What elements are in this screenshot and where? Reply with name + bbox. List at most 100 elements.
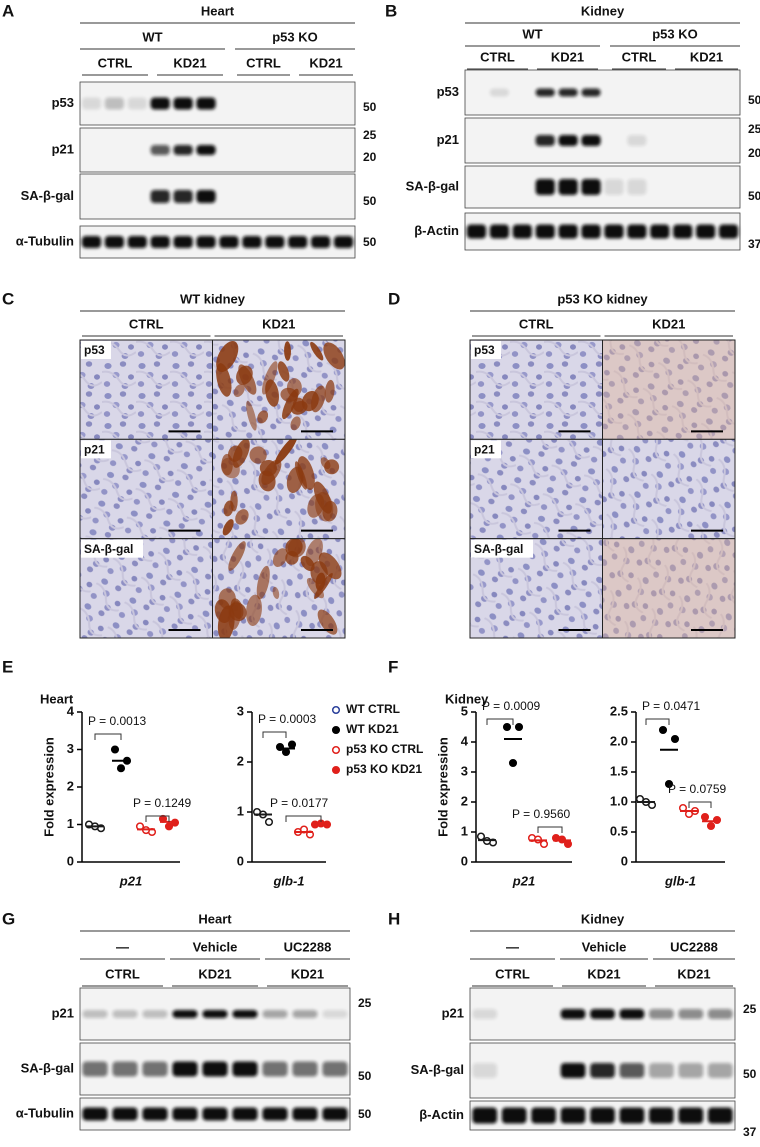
legend-label: WT KD21 xyxy=(346,722,399,736)
panel-title: Heart xyxy=(201,3,235,18)
blot-band xyxy=(262,1107,288,1121)
blot-band xyxy=(142,1061,168,1077)
blot-band xyxy=(104,236,124,248)
micrograph-row-label: p21 xyxy=(474,443,495,457)
blot-band xyxy=(322,1061,348,1077)
blot-band xyxy=(501,1107,527,1124)
blot-band xyxy=(535,135,555,146)
data-point xyxy=(539,839,549,849)
blot-band xyxy=(173,190,193,203)
tissue xyxy=(602,439,735,539)
legend-marker xyxy=(331,705,341,715)
stain xyxy=(272,548,288,567)
blot-band xyxy=(265,236,285,248)
tissue xyxy=(470,439,603,539)
group-label: Vehicle xyxy=(193,939,238,954)
blot-band xyxy=(560,1063,586,1078)
mw-marker: 50 xyxy=(748,189,760,203)
stain xyxy=(286,466,304,493)
blot-band xyxy=(173,97,193,110)
p-value: P = 0.1249 xyxy=(133,796,191,810)
mw-marker: 37 xyxy=(743,1125,757,1139)
condition-label: KD21 xyxy=(173,55,206,70)
blot-band xyxy=(581,179,601,195)
legend-label: p53 KO CTRL xyxy=(346,742,423,756)
blot-band xyxy=(673,224,693,239)
micrograph xyxy=(212,339,346,440)
bracket xyxy=(645,718,670,725)
data-point xyxy=(658,725,668,735)
data-point xyxy=(700,812,710,822)
panel-title: Kidney xyxy=(581,911,625,926)
legend-label: p53 KO KD21 xyxy=(346,762,422,776)
stain xyxy=(223,500,234,517)
group-label: UC2288 xyxy=(670,939,718,954)
stain xyxy=(284,341,291,361)
blot-row-label: β-Actin xyxy=(414,223,459,238)
blot-band xyxy=(173,236,193,248)
blot-strip xyxy=(79,127,356,173)
stain xyxy=(261,459,282,485)
blot-band xyxy=(81,97,102,110)
micrograph xyxy=(602,339,736,440)
data-point xyxy=(712,815,722,825)
blot-band xyxy=(649,1063,674,1078)
y-tick-label: 0 xyxy=(621,853,628,868)
blot-band xyxy=(590,1063,615,1078)
blot-band xyxy=(531,1107,556,1124)
panel-title: Kidney xyxy=(581,3,625,18)
tissue xyxy=(470,538,603,639)
p-value: P = 0.0009 xyxy=(482,699,540,713)
blot-band xyxy=(333,236,354,248)
legend-marker xyxy=(331,765,341,775)
blot-band xyxy=(150,97,170,110)
panel-letter: B xyxy=(385,1,397,20)
blot-band xyxy=(196,190,216,203)
blot-row-label: α-Tubulin xyxy=(16,1105,74,1120)
blot-band xyxy=(127,236,147,248)
blot-band xyxy=(196,236,216,248)
group-label: p53 KO xyxy=(652,26,698,41)
blot-band xyxy=(649,1009,674,1019)
micrograph xyxy=(602,538,736,639)
blot-band xyxy=(196,145,216,155)
blot-band xyxy=(472,1107,498,1124)
blot-band xyxy=(232,1010,258,1018)
tissue xyxy=(602,538,735,639)
mw-marker: 50 xyxy=(358,1069,372,1083)
mw-marker: 50 xyxy=(363,194,377,208)
stain xyxy=(233,384,245,397)
chart-title: Kidney xyxy=(445,691,489,706)
panel-letter: D xyxy=(388,289,400,308)
micrograph-row-label: p53 xyxy=(474,343,495,357)
blot-band xyxy=(202,1061,228,1077)
blot-band xyxy=(604,224,624,239)
tissue xyxy=(80,538,213,639)
stain xyxy=(285,550,299,565)
y-tick-label: 0.5 xyxy=(610,823,628,838)
panel-letter: H xyxy=(388,909,400,928)
data-point xyxy=(116,764,126,773)
row-label-box xyxy=(471,341,501,359)
stain-tint xyxy=(602,340,735,440)
condition-label: CTRL xyxy=(246,55,281,70)
y-tick-label: 1 xyxy=(237,803,244,818)
mw-marker: 25 xyxy=(363,128,377,142)
blot-strip xyxy=(464,117,741,164)
blot-row-label: SA-β-gal xyxy=(411,1062,464,1077)
mw-marker: 50 xyxy=(748,93,760,107)
blot-band xyxy=(535,88,555,97)
mw-marker: 50 xyxy=(363,100,377,114)
blot-row-label: β-Actin xyxy=(419,1107,464,1122)
y-tick-label: 0 xyxy=(237,853,244,868)
y-tick-label: 2 xyxy=(237,753,244,768)
stain-tint xyxy=(602,538,735,638)
blot-band xyxy=(466,224,487,239)
blot-row-label: SA-β-gal xyxy=(21,188,74,203)
blot-band xyxy=(619,1009,645,1019)
stain xyxy=(221,453,233,476)
blot-band xyxy=(627,224,647,239)
blot-strip xyxy=(79,81,356,126)
